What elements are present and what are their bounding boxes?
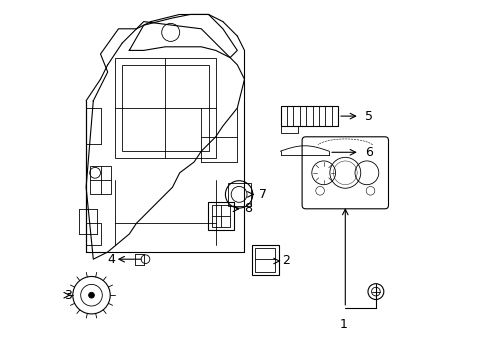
- Bar: [280, 126, 297, 133]
- Text: 6: 6: [365, 146, 372, 159]
- FancyBboxPatch shape: [302, 137, 387, 209]
- Circle shape: [88, 292, 94, 298]
- Text: 4: 4: [107, 253, 115, 266]
- Text: 3: 3: [64, 289, 72, 302]
- Bar: [280, 106, 337, 126]
- Bar: [255, 248, 275, 272]
- Bar: [251, 245, 278, 275]
- Bar: [86, 223, 101, 245]
- Text: 7: 7: [258, 188, 266, 201]
- Bar: [227, 183, 250, 206]
- Bar: [115, 58, 215, 158]
- Bar: [208, 202, 233, 230]
- Text: 2: 2: [282, 255, 289, 267]
- Text: 8: 8: [244, 202, 252, 215]
- Bar: [89, 166, 111, 194]
- Text: 5: 5: [365, 109, 372, 123]
- Bar: [122, 65, 208, 151]
- Bar: [212, 205, 230, 227]
- Text: 1: 1: [339, 318, 347, 330]
